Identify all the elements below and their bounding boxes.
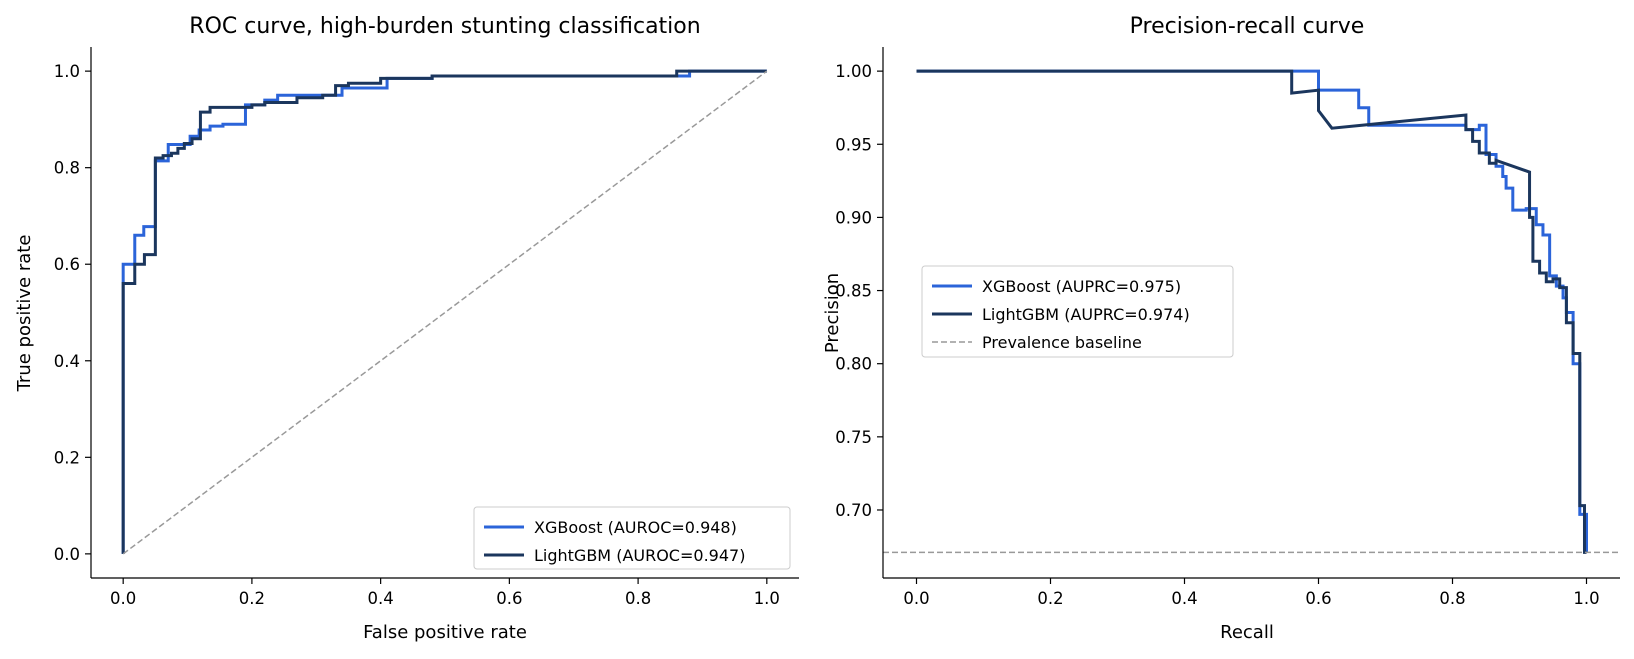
pr-x-tick-label: 0.8 — [1439, 589, 1465, 608]
pr-x-tick-label: 0.4 — [1171, 589, 1197, 608]
pr-series-lightgbm — [916, 69, 1587, 554]
roc-series-lightgbm — [121, 69, 767, 554]
pr-y-axis-label: Precision — [822, 273, 843, 353]
pr-plot-area: 0.0 0.2 0.4 0.6 0.8 1.0 0.70 0.75 0.80 0.85 0.90 0.… — [835, 47, 1620, 608]
roc-x-tick-label: 0.0 — [110, 589, 136, 608]
roc-panel: ROC curve, high-burden stunting classifi… — [14, 14, 799, 643]
pr-legend-label: XGBoost (AUPRC=0.975) — [982, 277, 1181, 296]
roc-legend-box — [473, 506, 791, 570]
roc-x-tick-label: 0.4 — [368, 589, 394, 608]
pr-x-tick-label: 0.0 — [903, 589, 929, 608]
pr-y-tick-label: 0.90 — [835, 208, 872, 227]
roc-x-axis-label: False positive rate — [363, 622, 527, 643]
roc-x-tick-label: 0.8 — [625, 589, 651, 608]
roc-title: ROC curve, high-burden stunting classifi… — [189, 14, 700, 39]
roc-y-axis-label: True positive rate — [14, 235, 35, 393]
roc-x-tick-label: 0.6 — [496, 589, 522, 608]
pr-panel: Precision-recall curve Recall Precision … — [822, 14, 1620, 643]
roc-y-tick-label: 0.8 — [54, 159, 80, 178]
pr-legend-label: Prevalence baseline — [982, 333, 1142, 352]
roc-legend-label: XGBoost (AUROC=0.948) — [534, 518, 737, 537]
roc-plot-area: 0.0 0.2 0.4 0.6 0.8 1.0 0.0 0.2 0.4 0.6 0.8 1.0 — [54, 47, 799, 608]
roc-series-xgboost — [121, 69, 767, 554]
pr-y-tick-label: 1.00 — [835, 62, 872, 81]
pr-y-tick-label: 0.80 — [835, 355, 872, 374]
roc-y-tick-label: 0.4 — [54, 352, 80, 371]
pr-y-tick-label: 0.75 — [835, 428, 872, 447]
roc-series-chance-line — [122, 70, 768, 555]
pr-legend-label: LightGBM (AUPRC=0.974) — [982, 305, 1190, 324]
pr-y-tick-label: 0.70 — [835, 501, 872, 520]
roc-legend-label: LightGBM (AUROC=0.947) — [534, 546, 745, 565]
roc-x-tick-label: 1.0 — [754, 589, 780, 608]
pr-x-tick-label: 1.0 — [1573, 589, 1599, 608]
roc-legend: XGBoost (AUROC=0.948) LightGBM (AUROC=0.9… — [473, 506, 791, 570]
pr-x-tick-label: 0.2 — [1037, 589, 1063, 608]
roc-x-tick-label: 0.2 — [239, 589, 265, 608]
pr-legend: XGBoost (AUPRC=0.975) LightGBM (AUPRC=0.9… — [921, 265, 1234, 358]
pr-legend-box — [921, 265, 1234, 358]
roc-y-tick-label: 0.0 — [54, 545, 80, 564]
roc-y-tick-label: 0.6 — [54, 255, 80, 274]
pr-y-tick-label: 0.85 — [835, 282, 872, 301]
roc-y-tick-label: 0.2 — [54, 448, 80, 467]
pr-y-tick-label: 0.95 — [835, 135, 872, 154]
pr-title: Precision-recall curve — [1130, 14, 1365, 39]
pr-x-axis-label: Recall — [1220, 622, 1274, 643]
roc-y-tick-label: 1.0 — [54, 62, 80, 81]
pr-x-tick-label: 0.6 — [1305, 589, 1331, 608]
